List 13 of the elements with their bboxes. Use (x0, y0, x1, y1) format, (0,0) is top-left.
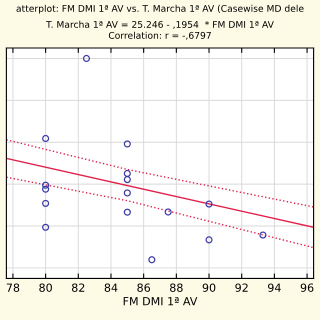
chart-subtitle: T. Marcha 1ª AV = 25.246 - ,1954 * FM DMI 1ª AV Correlation: r = -,6797 (46, 20, 274, 40)
x-tick-label: 88 (170, 283, 183, 292)
x-tick-label: 80 (39, 283, 52, 292)
x-tick-label: 78 (6, 283, 20, 292)
x-tick-label: 86 (137, 283, 150, 292)
x-tick-label: 96 (300, 283, 314, 292)
x-axis-title: FM DMI 1ª AV (124, 296, 198, 306)
x-tick-label: 90 (202, 283, 216, 292)
x-tick-label: 82 (72, 283, 84, 292)
x-tick-label: 94 (268, 283, 281, 292)
x-tick-label: 92 (235, 283, 248, 292)
chart-title: atterplot: FM DMI 1ª AV vs. T. Marcha 1ª AV (Casewise MD dele (16, 4, 304, 14)
x-tick-label: 84 (104, 283, 118, 292)
